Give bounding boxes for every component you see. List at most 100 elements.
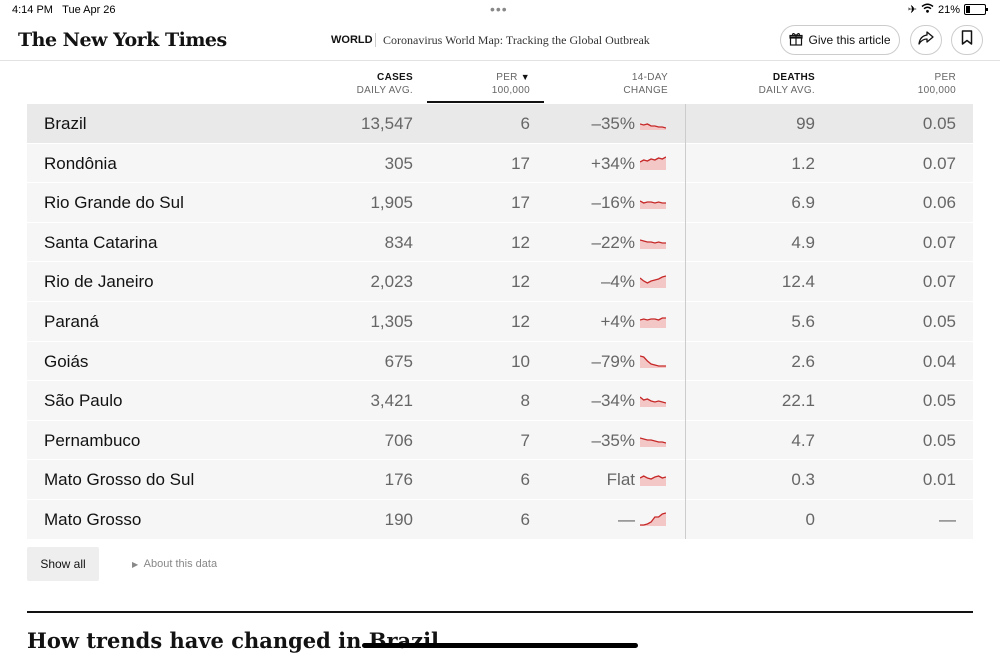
row-per-100k: 8: [520, 391, 530, 411]
section-heading: How trends have changed in Brazil: [27, 628, 440, 653]
status-time: 4:14 PM Tue Apr 26: [12, 4, 116, 16]
row-deaths-per-100k: 0.05: [922, 391, 956, 411]
row-deaths: 22.1: [781, 391, 815, 411]
row-cases: 190: [384, 509, 413, 529]
sparkline-line: [640, 396, 666, 404]
table-row[interactable]: Goiás 675 10 –79% 2.6 0.04: [27, 341, 973, 382]
trend-sparkline: [640, 275, 666, 289]
sparkline-line: [640, 475, 666, 481]
row-cases: 706: [384, 430, 413, 450]
row-deaths: 4.9: [791, 232, 815, 252]
section-link[interactable]: WORLD: [331, 34, 373, 46]
row-deaths-per-100k: 0.05: [922, 114, 956, 133]
row-change: –79%: [591, 351, 635, 371]
sparkline-area: [640, 124, 666, 130]
col-change-header: 14-DAY CHANGE: [623, 72, 668, 96]
row-name: Brazil: [44, 114, 87, 133]
status-bar: 4:14 PM Tue Apr 26 ••• ✈ 21%: [0, 0, 1000, 20]
row-name: Santa Catarina: [44, 232, 158, 252]
row-change: —: [618, 509, 635, 529]
trend-sparkline: [640, 317, 666, 328]
sparkline-line: [640, 317, 666, 321]
row-deaths: 2.6: [791, 351, 815, 371]
row-change: –16%: [591, 193, 635, 213]
bookmark-button[interactable]: [951, 25, 983, 55]
table-row[interactable]: Rio de Janeiro 2,023 12 –4% 12.4 0.07: [27, 262, 973, 302]
sparkline-line: [640, 156, 666, 163]
row-deaths: 0.3: [791, 470, 815, 490]
sparkline-line: [640, 275, 666, 285]
row-deaths-per-100k: 0.05: [922, 430, 956, 450]
sparkline-line: [640, 123, 666, 129]
row-deaths: 1.2: [791, 153, 815, 173]
nyt-logo[interactable]: The New York Times: [18, 29, 227, 51]
table-row[interactable]: Mato Grosso 190 6 — 0 —: [27, 499, 973, 540]
row-change: –35%: [591, 430, 635, 450]
table-row[interactable]: São Paulo 3,421 8 –34% 22.1 0.05: [27, 381, 973, 421]
row-name: Paraná: [44, 311, 99, 331]
row-deaths: 4.7: [791, 430, 815, 450]
row-per-100k: 17: [511, 153, 530, 173]
sparkline-line: [640, 200, 666, 204]
row-cases: 1,905: [370, 193, 413, 213]
trend-sparkline: [640, 437, 666, 447]
table-body: Brazil 13,547 6 –35% 99 0.05 Rondônia 305 17 +34%…: [27, 104, 973, 540]
row-deaths: 0: [805, 509, 815, 529]
home-indicator[interactable]: [362, 643, 638, 648]
header-divider: [375, 33, 376, 47]
row-change: +34%: [591, 153, 635, 173]
gift-icon: [789, 32, 804, 49]
battery-icon: [964, 4, 988, 15]
row-deaths-per-100k: 0.07: [922, 153, 956, 173]
row-deaths: 5.6: [791, 311, 815, 331]
row-name: Mato Grosso do Sul: [44, 470, 195, 490]
col-per-header[interactable]: PER ▼ 100,000: [491, 72, 530, 96]
row-change: –22%: [591, 232, 635, 252]
trend-sparkline: [640, 475, 666, 487]
col-deaths-per-header[interactable]: PER 100,000: [917, 72, 956, 96]
col-deaths-header[interactable]: DEATHS DAILY AVG.: [758, 72, 815, 96]
about-data-toggle[interactable]: ▶ About this data: [132, 558, 218, 570]
trend-sparkline: [640, 239, 666, 249]
row-deaths: 6.9: [791, 193, 815, 213]
header-headline: Coronavirus World Map: Tracking the Glob…: [383, 33, 650, 47]
row-change: –4%: [600, 272, 635, 292]
column-divider: [685, 104, 686, 539]
row-cases: 3,421: [370, 391, 413, 411]
row-deaths-per-100k: —: [939, 509, 956, 529]
row-deaths-per-100k: 0.07: [922, 272, 956, 292]
row-cases: 176: [384, 470, 413, 490]
share-button[interactable]: [910, 25, 942, 55]
row-deaths: 99: [796, 114, 815, 133]
sparkline-area: [640, 201, 666, 210]
table-row[interactable]: Pernambuco 706 7 –35% 4.7 0.05: [27, 420, 973, 461]
table-row[interactable]: Paraná 1,305 12 +4% 5.6 0.05: [27, 301, 973, 342]
row-per-100k: 6: [520, 470, 530, 490]
row-deaths-per-100k: 0.04: [922, 351, 956, 371]
battery-percent: 21%: [937, 3, 960, 16]
row-per-100k: 12: [511, 232, 530, 252]
bookmark-icon: [961, 30, 973, 50]
trend-sparkline: [640, 200, 666, 210]
share-icon: [918, 30, 934, 50]
table-row[interactable]: Santa Catarina 834 12 –22% 4.9 0.07: [27, 222, 973, 263]
row-change: –35%: [591, 114, 635, 133]
table-row[interactable]: Mato Grosso do Sul 176 6 Flat 0.3 0.01: [27, 460, 973, 500]
table-row[interactable]: Brazil 13,547 6 –35% 99 0.05: [27, 104, 973, 144]
row-deaths-per-100k: 0.01: [922, 470, 956, 490]
trend-sparkline: [640, 156, 666, 170]
row-name: Pernambuco: [44, 430, 141, 450]
col-cases-header[interactable]: CASES DAILY AVG.: [356, 72, 413, 96]
multitask-dots-icon[interactable]: •••: [490, 1, 508, 17]
table-row[interactable]: Rondônia 305 17 +34% 1.2 0.07: [27, 143, 973, 184]
table-row[interactable]: Rio Grande do Sul 1,905 17 –16% 6.9 0.06: [27, 183, 973, 223]
give-article-label: Give this article: [808, 33, 891, 47]
sparkline-line: [640, 512, 666, 526]
give-article-button[interactable]: Give this article: [780, 25, 900, 55]
row-per-100k: 6: [520, 114, 530, 133]
row-deaths: 12.4: [781, 272, 815, 292]
show-all-button[interactable]: Show all: [27, 547, 99, 581]
row-cases: 1,305: [370, 311, 413, 331]
wifi-icon: [921, 3, 934, 16]
sparkline-line: [640, 437, 666, 444]
